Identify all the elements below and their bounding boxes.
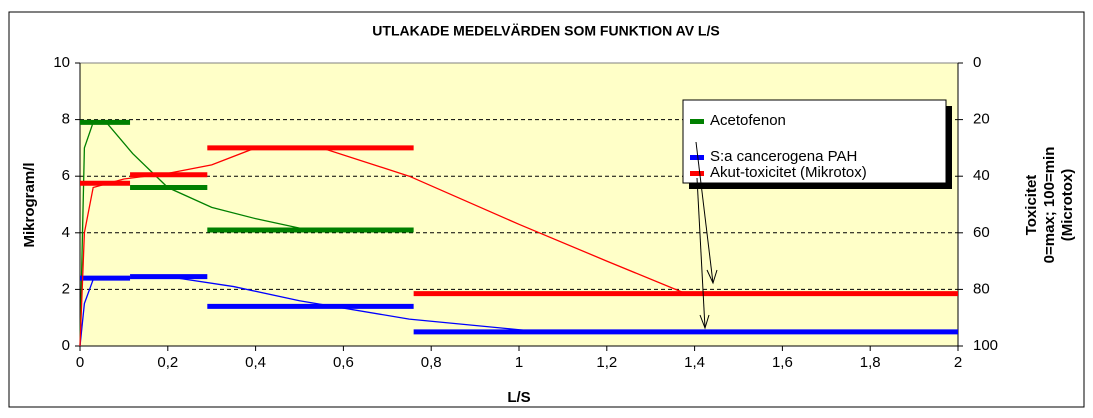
legend-swatch (690, 171, 704, 176)
x-tick-label: 1,6 (772, 354, 793, 371)
x-tick-label: 1 (515, 354, 523, 371)
y2-tick-label: 100 (973, 337, 998, 354)
legend-label: S:a cancerogena PAH (710, 148, 857, 165)
y2-axis-label: (Microtox) (1059, 169, 1076, 242)
y-tick-label: 8 (62, 111, 70, 128)
x-tick-label: 0,8 (421, 354, 442, 371)
y-tick-label: 4 (62, 224, 70, 241)
x-axis-label: L/S (507, 389, 530, 406)
x-tick-label: 0,2 (157, 354, 178, 371)
y-tick-label: 10 (53, 54, 70, 71)
legend: Acetofenon S:a cancerogena PAHAkut-toxici… (690, 112, 867, 181)
x-tick-label: 1,4 (684, 354, 705, 371)
y2-tick-label: 60 (973, 224, 990, 241)
y-axis-label: Mikrogram/l (21, 162, 38, 247)
y2-axis-label: Toxicitet (1023, 175, 1040, 236)
legend-swatch (690, 119, 704, 124)
line (79, 147, 687, 347)
legend-label: Acetofenon (710, 112, 786, 129)
y2-tick-label: 40 (973, 167, 990, 184)
y2-tick-label: 20 (973, 111, 990, 128)
y2-tick-label: 0 (973, 54, 981, 71)
annotation-arrowhead (706, 269, 718, 285)
y-tick-label: 0 (62, 337, 70, 354)
x-tick-label: 2 (954, 354, 962, 371)
x-tick-label: 1,8 (860, 354, 881, 371)
chart-title: UTLAKADE MEDELVÄRDEN SOM FUNKTION AV L/S (372, 23, 719, 39)
annotation-arrowhead (699, 314, 710, 330)
legend-swatch (690, 155, 704, 160)
x-tick-label: 0 (76, 354, 84, 371)
line (79, 121, 309, 347)
y2-tick-label: 80 (973, 280, 990, 297)
annotation-arrow (695, 141, 714, 284)
legend-box (682, 99, 947, 184)
y-tick-label: 6 (62, 167, 70, 184)
y-tick-label: 2 (62, 280, 70, 297)
legend-label: Akut-toxicitet (Mikrotox) (710, 164, 867, 181)
x-tick-label: 1,2 (596, 354, 617, 371)
y2-axis-label: 0=max; 100=min (1041, 147, 1058, 264)
x-tick-label: 0,6 (333, 354, 354, 371)
x-tick-label: 0,4 (245, 354, 266, 371)
annotation-arrow (696, 177, 706, 329)
